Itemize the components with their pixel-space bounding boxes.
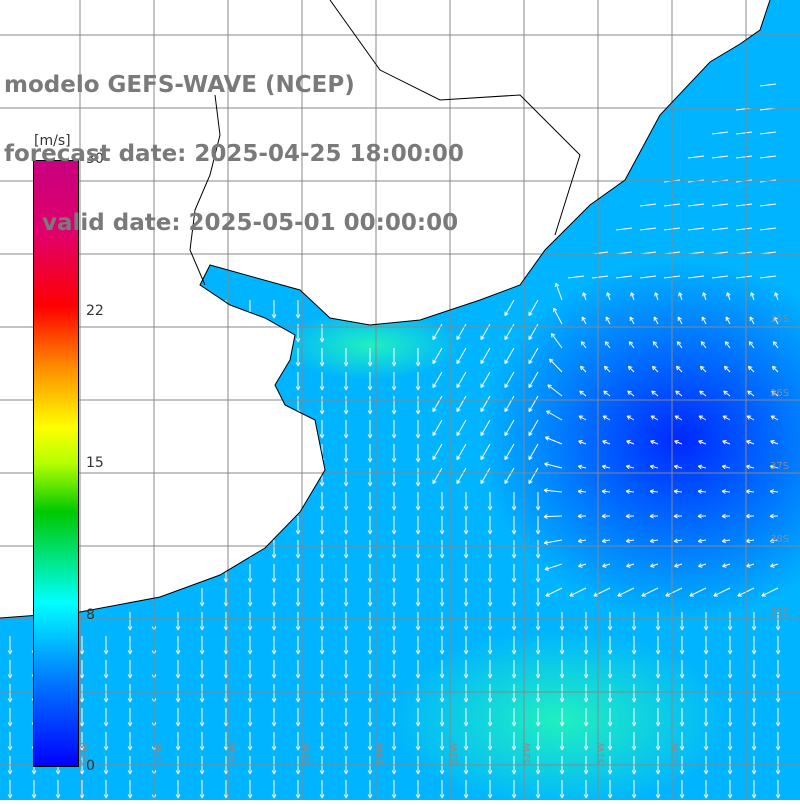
wind-arrow-head bbox=[629, 342, 630, 346]
wind-arrow-head bbox=[725, 342, 726, 346]
wind-arrow-head bbox=[727, 292, 728, 296]
wind-arrow-head bbox=[631, 292, 632, 296]
lon-label: 52W bbox=[522, 742, 533, 765]
wind-arrow bbox=[544, 516, 562, 517]
colorbar-tick: 15 bbox=[86, 455, 104, 471]
lat-label: 39S bbox=[770, 607, 789, 618]
map-title: modelo GEFS-WAVE (NCEP) forecast date: 2… bbox=[4, 28, 464, 281]
wind-arrow-head bbox=[653, 342, 654, 346]
wind-arrow-head bbox=[583, 292, 584, 296]
wind-arrow-head bbox=[703, 292, 704, 296]
wind-arrow-head bbox=[677, 342, 678, 346]
lon-label: 51W bbox=[596, 742, 607, 765]
wind-arrow-head bbox=[605, 342, 606, 346]
wind-arrow-head bbox=[555, 283, 556, 287]
lat-label: 36S bbox=[770, 388, 789, 399]
lat-label: 37S bbox=[770, 461, 789, 472]
valid-date: valid date: 2025-05-01 00:00:00 bbox=[4, 212, 464, 235]
lon-label: 50W bbox=[670, 742, 681, 765]
wind-arrow-head bbox=[581, 342, 582, 346]
wind-arrow-head bbox=[655, 292, 656, 296]
forecast-date: forecast date: 2025-04-25 18:00:00 bbox=[4, 143, 464, 166]
colorbar-tick: 22 bbox=[86, 303, 104, 319]
wind-arrow-head bbox=[775, 292, 776, 296]
colorbar-tick: 0 bbox=[86, 758, 95, 774]
lon-label: 54W bbox=[375, 742, 386, 765]
lon-label: 55W bbox=[301, 742, 312, 765]
lat-label: 35S bbox=[770, 314, 789, 325]
wind-arrow-head bbox=[551, 333, 552, 337]
wind-arrow-head bbox=[749, 342, 750, 346]
lon-label: 57W bbox=[154, 742, 165, 765]
wind-arrow-head bbox=[773, 342, 774, 346]
colorbar-tick: 8 bbox=[86, 607, 95, 623]
wind-arrow-head bbox=[607, 292, 608, 296]
wind-arrow-head bbox=[679, 292, 680, 296]
lon-label: 53W bbox=[449, 742, 460, 765]
lat-label: 38S bbox=[770, 534, 789, 545]
wind-arrow-head bbox=[751, 292, 752, 296]
model-name: modelo GEFS-WAVE (NCEP) bbox=[4, 74, 464, 97]
wind-arrow-head bbox=[701, 342, 702, 346]
lon-label: 56W bbox=[228, 742, 239, 765]
